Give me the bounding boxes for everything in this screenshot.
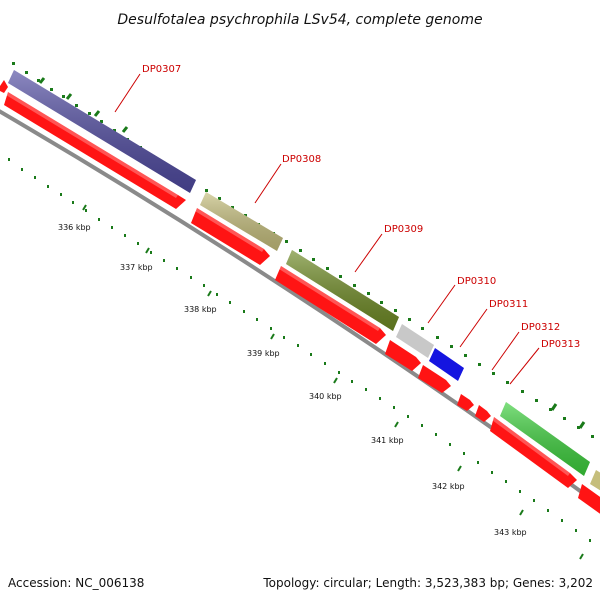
gene-bar-next	[590, 470, 600, 491]
gene-label-dp0307[interactable]: DP0307	[142, 64, 181, 75]
tick-labels: 336 kbp 337 kbp 338 kbp 339 kbp 340 kbp …	[58, 223, 527, 537]
cds-arrow-dp0308[interactable]	[191, 208, 270, 265]
cds-arrow-dp0309[interactable]	[275, 266, 386, 344]
upper-feature-track	[8, 70, 600, 491]
cds-arrow-dp0312b[interactable]	[475, 405, 491, 422]
gc-dots-lower	[8, 158, 591, 542]
gene-bar-dp0310[interactable]	[396, 324, 434, 358]
cds-arrow-next	[578, 484, 600, 514]
cds-arrow-1[interactable]	[0, 80, 8, 93]
gene-bar-dp0307-shade	[8, 70, 196, 193]
gene-label-dp0313[interactable]: DP0313	[541, 339, 580, 350]
tick-label-342: 342 kbp	[432, 482, 465, 491]
tick-label-340: 340 kbp	[309, 392, 342, 401]
gene-bar-dp0313-shade	[500, 402, 590, 476]
tick-label-337: 337 kbp	[120, 263, 153, 272]
accession-text: Accession: NC_006138	[8, 576, 144, 590]
cds-arrow-dp0313[interactable]	[490, 417, 577, 488]
genome-summary-text: Topology: circular; Length: 3,523,383 bp…	[262, 576, 593, 590]
cds-shading	[6, 92, 570, 476]
gene-bar-dp0311[interactable]	[429, 348, 464, 381]
tick-label-336: 336 kbp	[58, 223, 91, 232]
gc-dashes-lower	[82, 204, 584, 560]
gene-bar-dp0309-shade	[286, 250, 399, 331]
cds-track	[0, 80, 600, 514]
gene-bar-dp0308-shade	[200, 192, 283, 251]
gene-label-dp0310[interactable]: DP0310	[457, 276, 496, 287]
cds-arrow-dp0311[interactable]	[418, 365, 451, 393]
page-title: Desulfotalea psychrophila LSv54, complet…	[117, 12, 482, 28]
cds-arrow-dp0312a[interactable]	[457, 394, 474, 411]
cds-arrow-dp0307[interactable]	[4, 92, 186, 209]
gene-label-dp0311[interactable]: DP0311	[489, 299, 528, 310]
gene-label-dp0309[interactable]: DP0309	[384, 224, 423, 235]
gc-dots-upper	[12, 62, 594, 438]
tick-label-341: 341 kbp	[371, 436, 404, 445]
gene-label-dp0312[interactable]: DP0312	[521, 322, 560, 333]
gene-labels: DP0307 DP0308 DP0309 DP0310 DP0311 DP031…	[114, 64, 580, 385]
tick-label-338: 338 kbp	[184, 305, 217, 314]
gene-label-dp0308[interactable]: DP0308	[282, 154, 321, 165]
gc-dashes-upper	[38, 77, 586, 429]
cds-arrow-dp0310[interactable]	[385, 340, 421, 371]
tick-label-343: 343 kbp	[494, 528, 527, 537]
tick-label-339: 339 kbp	[247, 349, 280, 358]
